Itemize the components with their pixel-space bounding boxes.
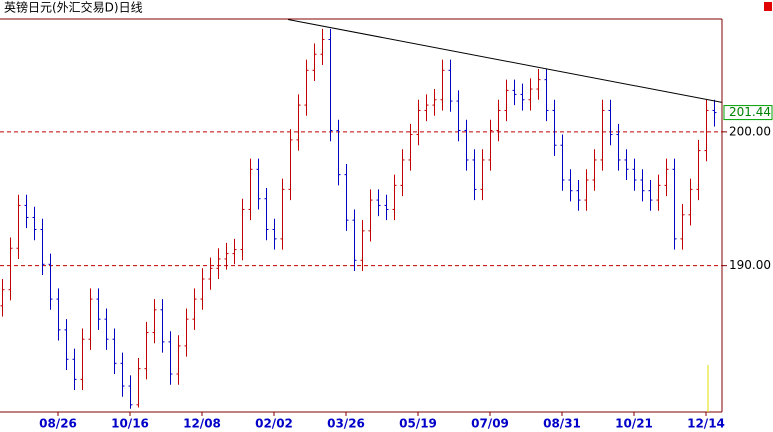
chart-title: 英镑日元(外汇交易D)日线 <box>4 0 143 15</box>
y-tick-label: 200.00 <box>729 124 771 138</box>
x-tick-label: 10/21 <box>615 417 653 431</box>
x-tick-label: 08/26 <box>39 417 77 431</box>
y-tick-label: 190.00 <box>729 258 771 272</box>
x-tick-label: 08/31 <box>543 417 581 431</box>
x-tick-label: 05/19 <box>399 417 437 431</box>
x-tick-label: 12/14 <box>687 417 725 431</box>
x-tick-label: 07/09 <box>471 417 509 431</box>
indicator <box>764 2 772 11</box>
x-tick-label: 03/26 <box>327 417 365 431</box>
x-tick-label: 02/02 <box>255 417 293 431</box>
x-tick-label: 10/16 <box>111 417 149 431</box>
x-tick-label: 12/08 <box>183 417 221 431</box>
trendline <box>287 18 723 103</box>
last-price-label: 201.44 <box>729 105 771 119</box>
last-price-box <box>723 105 773 121</box>
